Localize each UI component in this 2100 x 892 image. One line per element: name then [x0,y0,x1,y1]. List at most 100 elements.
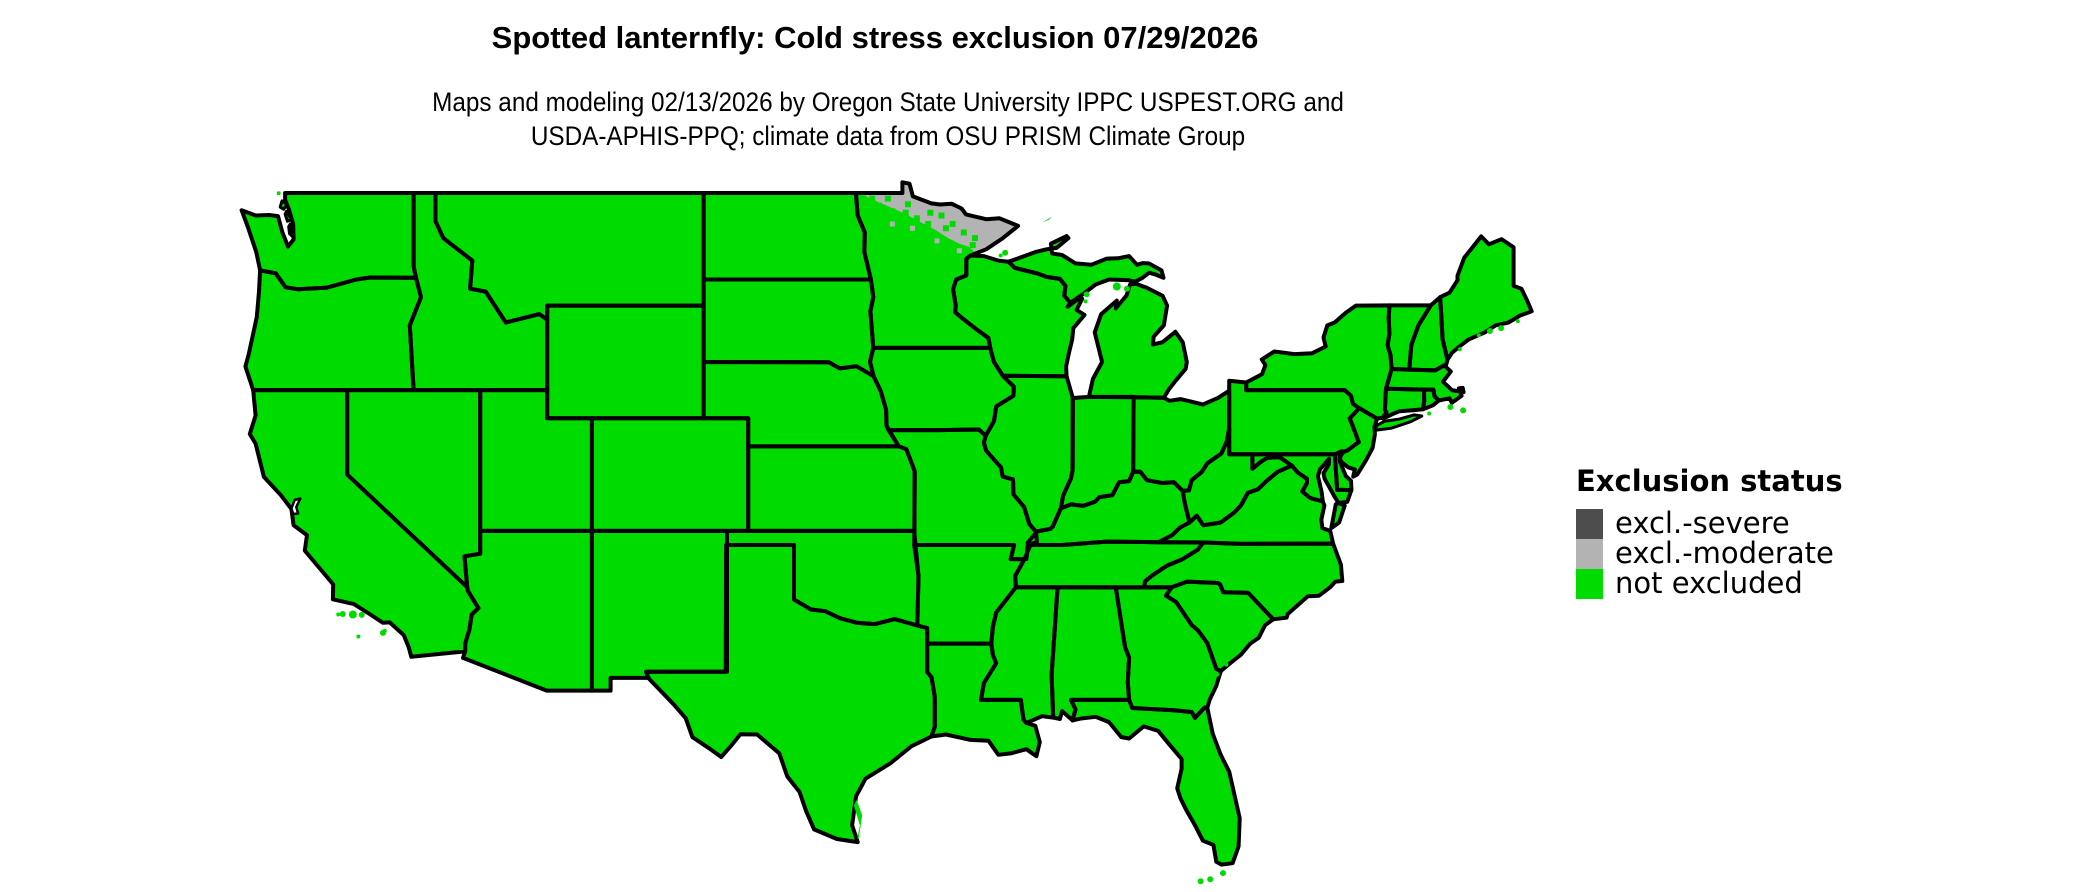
island-dot [1215,672,1220,677]
speckle-green [969,242,976,249]
state-florida [1069,697,1242,867]
state-missouri-fill [888,429,1037,560]
island-dot [1219,870,1226,877]
state-florida-fill [1071,699,1240,865]
island-dot [276,191,281,196]
speckle-green [971,235,978,242]
speckle-green [960,229,967,236]
speckle-green [942,225,949,232]
state-oklahoma-fill [727,530,919,626]
island-dot [1083,299,1088,304]
island-dot [348,610,357,619]
island-dot [1427,411,1432,416]
state-illinois-fill [983,375,1073,532]
state-nevada-fill [347,390,481,588]
speckle-green [938,212,945,219]
state-california-fill [249,390,479,657]
legend-label-severe: excl.-severe [1615,506,1790,540]
island-dot [998,253,1003,258]
san-francisco-bay [290,497,302,516]
state-new-hampshire-fill [1409,297,1448,371]
speckle-green [889,208,896,215]
state-south-dakota-fill [703,279,874,377]
state-new-york-fill [1246,305,1392,419]
state-alabama-fill [1051,587,1130,721]
island-puget-island-2 [283,209,293,223]
island-dot [358,611,365,618]
state-kentucky-fill [1027,471,1190,545]
map-subtitle-line1: Maps and modeling 02/13/2026 by Oregon S… [432,87,1344,117]
state-kansas-fill [748,446,915,531]
island-dot [339,610,346,617]
speckle-green [949,220,956,227]
island-dot [356,634,361,639]
legend-item-severe: excl.-severe [1576,506,1843,540]
island-dot [1447,404,1454,411]
state-arkansas-fill [914,545,1025,644]
state-wisconsin-fill [953,255,1085,377]
island-long-island [1374,413,1424,432]
state-mississippi-fill [981,587,1058,723]
state-washington-fill [241,193,416,290]
moderate-swatch [1576,539,1603,569]
state-new-jersey [1338,406,1380,479]
island-dot [1197,878,1204,885]
island-puget-island-3 [287,222,296,240]
page-title: Spotted lanternfly: Cold stress exclusio… [491,20,1259,55]
island-dot [1460,407,1467,414]
state-arizona [461,528,594,693]
severe-swatch [1576,509,1603,539]
legend-title: Exclusion status [1576,464,1843,498]
state-iowa-fill [870,347,1014,436]
state-new-jersey-fill [1340,408,1378,477]
island-dot [1515,319,1520,324]
island-dot [336,612,341,617]
map-subtitle: Maps and modeling 02/13/2026 by Oregon S… [381,85,1394,153]
island-dot [1498,325,1505,332]
speckle-green [927,209,934,216]
island-dot [1457,347,1462,352]
state-michigan-upper-fill [1008,236,1164,303]
speckle-green [925,220,932,227]
state-montana-fill [435,193,704,323]
state-utah-fill [480,390,592,531]
island-dot [1224,662,1229,667]
not-excluded-swatch [1576,569,1603,599]
state-rhode-island-fill [1422,389,1439,410]
state-oregon-fill [245,270,421,391]
state-south-carolina-fill [1166,581,1274,671]
island-dot [1002,249,1009,256]
legend-label-moderate: excl.-moderate [1615,536,1834,570]
speckle-green [875,202,882,209]
state-connecticut-fill [1382,388,1425,419]
speckle-gray [909,225,915,231]
state-south-carolina [1164,579,1276,673]
legend-label-not-excluded: not excluded [1615,566,1803,600]
speckle-gray [934,238,940,244]
speckle-gray [956,248,962,254]
speckle-gray [889,221,895,227]
speckle-green [913,215,920,222]
legend-item-not-excluded: not excluded [1576,566,1843,600]
state-tennessee-fill [1015,541,1204,588]
state-texas [644,543,937,845]
state-wyoming-fill [547,305,704,419]
state-new-mexico-fill [591,530,727,691]
state-michigan-upper [1006,234,1166,305]
state-michigan-lower-fill [1088,283,1187,398]
island-dot [1083,291,1090,298]
island-dot [382,628,387,633]
state-michigan-lower [1086,281,1189,400]
state-maryland [1250,452,1354,505]
state-nebraska-fill [703,362,899,447]
state-maine-fill [1440,236,1532,360]
island-dot [1123,285,1130,292]
island-isle-royale [1035,216,1053,226]
island-puget-island-1 [278,199,289,211]
legend-item-moderate: excl.-moderate [1576,536,1843,570]
state-massachusetts-fill [1386,365,1464,403]
island-dot [1486,327,1493,334]
state-arizona-fill [463,530,592,691]
